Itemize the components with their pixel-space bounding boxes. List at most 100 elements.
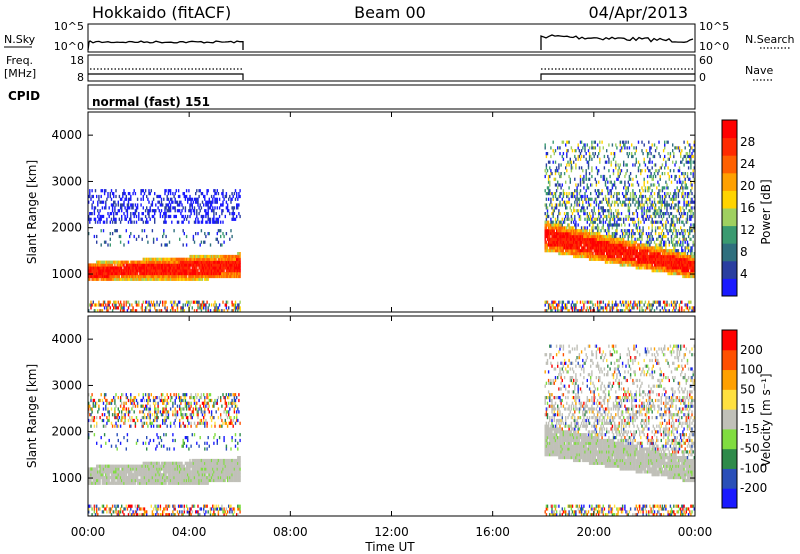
power-cell: [662, 243, 665, 247]
power-cell: [612, 249, 615, 253]
power-cell: [231, 263, 233, 267]
power-cell: [114, 229, 116, 233]
power-cell: [196, 309, 198, 313]
power-cell: [551, 206, 553, 210]
power-cell: [546, 229, 549, 233]
power-cell: [129, 192, 131, 196]
power-cell: [672, 263, 674, 267]
power-cell: [101, 269, 104, 273]
power-cell: [566, 169, 568, 173]
power-cell: [646, 197, 649, 201]
power-cell: [619, 172, 621, 176]
power-cell: [683, 234, 685, 239]
power-cell: [111, 309, 114, 313]
power-cell: [228, 263, 230, 267]
power-cell: [631, 152, 633, 156]
power-cell: [690, 252, 692, 256]
power-cell: [600, 249, 602, 253]
power-cell: [621, 263, 624, 267]
power-cell: [642, 260, 644, 264]
power-cell: [547, 186, 550, 190]
power-cell: [635, 209, 637, 213]
power-cell: [634, 252, 636, 256]
velocity-cell: [94, 404, 97, 408]
power-cell: [201, 254, 204, 259]
power-cell: [620, 217, 623, 221]
power-cell: [690, 200, 692, 204]
power-cell: [662, 300, 665, 304]
power-cell: [561, 154, 563, 159]
power-cell: [151, 263, 154, 267]
power-cell: [115, 260, 117, 264]
power-cell: [573, 252, 575, 256]
power-cell: [132, 266, 134, 270]
velocity-cell: [97, 410, 99, 414]
power-cell: [558, 243, 560, 247]
power-cell: [580, 240, 583, 244]
power-cell: [587, 203, 590, 207]
power-cell: [549, 180, 551, 184]
power-cell: [570, 237, 573, 241]
power-cell: [618, 249, 620, 253]
power-cell: [90, 300, 92, 304]
power-cell: [107, 263, 109, 267]
power-cell: [602, 177, 604, 181]
power-cell: [111, 277, 114, 281]
power-cell: [127, 300, 130, 304]
power-cell: [107, 300, 109, 304]
power-cell: [690, 223, 692, 227]
power-cell: [205, 220, 207, 224]
power-cell: [635, 174, 637, 179]
power-cell: [199, 306, 201, 310]
power-cell: [607, 154, 609, 159]
power-cell: [624, 252, 626, 256]
power-cell: [680, 232, 682, 236]
power-cell: [680, 272, 682, 276]
power-cell: [165, 277, 167, 281]
nsky-tick-bottom-left: 10^0: [54, 40, 84, 53]
power-cell: [664, 249, 666, 253]
power-cell: [689, 152, 691, 156]
power-cell: [181, 272, 183, 276]
power-cell: [635, 240, 637, 244]
power-cell: [575, 220, 577, 224]
power-cell: [603, 249, 606, 253]
power-cell: [626, 263, 628, 267]
power-cell: [93, 234, 96, 239]
power-cell: [606, 214, 608, 219]
power-cell: [108, 272, 110, 276]
power-cell: [559, 226, 561, 230]
velocity-cell: [98, 478, 100, 483]
power-cell: [617, 214, 619, 219]
power-cell: [670, 203, 673, 207]
power-cell: [666, 257, 668, 261]
power-cell: [634, 197, 636, 201]
power-cell: [599, 157, 601, 161]
power-cell: [627, 229, 629, 233]
power-cell: [664, 266, 666, 270]
power-cell: [114, 209, 116, 213]
power-cell: [229, 272, 231, 276]
power-cell: [117, 272, 119, 276]
power-cell: [625, 194, 627, 199]
power-cell: [215, 274, 217, 279]
power-cell: [654, 149, 657, 153]
power-cell: [656, 257, 658, 261]
power-cell: [667, 257, 669, 261]
power-cell: [197, 200, 199, 204]
power-cell: [122, 309, 124, 313]
power-cell: [151, 269, 154, 273]
power-cell: [611, 254, 614, 259]
power-cell: [124, 197, 126, 201]
power-cell: [196, 212, 198, 216]
power-cell: [587, 186, 590, 190]
power-cell: [621, 243, 624, 247]
power-cell: [675, 260, 677, 264]
power-cell: [672, 240, 674, 244]
power-cell: [130, 266, 132, 270]
power-cell: [215, 303, 217, 307]
power-cell: [659, 174, 661, 179]
power-cell: [116, 212, 118, 216]
power-cell: [580, 140, 583, 144]
power-cell: [165, 274, 167, 279]
